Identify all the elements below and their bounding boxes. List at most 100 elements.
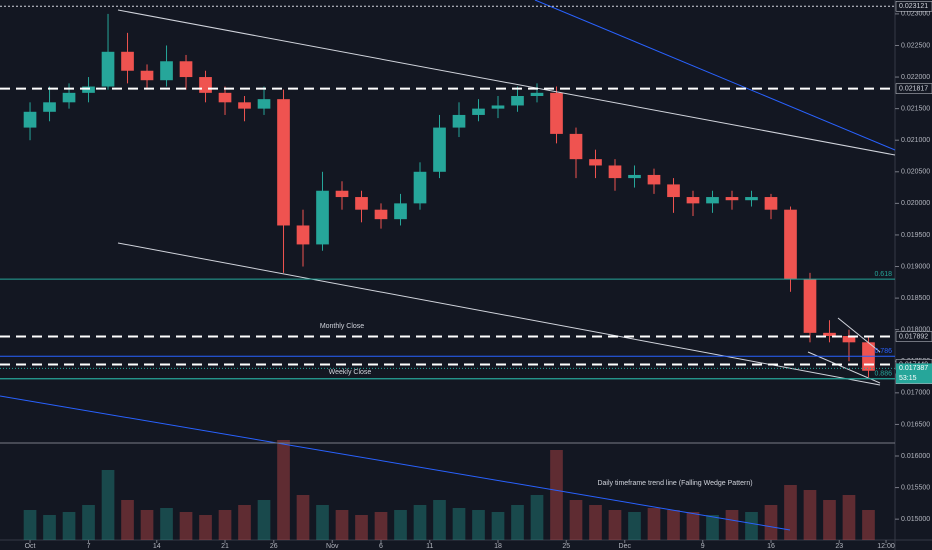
volume-bar [199, 515, 212, 540]
volume-bar [452, 508, 466, 540]
candle-body [257, 99, 271, 109]
candle-body [316, 190, 329, 245]
volume-bar [550, 450, 563, 540]
volume-bar [43, 515, 56, 540]
candle-body [82, 86, 95, 93]
volume-bar [335, 510, 349, 540]
volume-bar [218, 510, 232, 540]
candle-body [452, 114, 466, 128]
candle-body [823, 332, 836, 336]
volume-bar [277, 440, 290, 540]
candle-body [530, 92, 544, 96]
volume-bar [862, 510, 875, 540]
x-tick-label: Dec [619, 543, 632, 550]
volume-bar [121, 500, 134, 540]
volume-bar [842, 495, 856, 540]
trendlines [0, 0, 896, 531]
volume-bar [394, 510, 407, 540]
candle-body [472, 108, 485, 115]
candle-body [647, 174, 661, 185]
candle-body [296, 225, 310, 245]
y-tick-label: 0.021500 [901, 105, 930, 112]
annotation: Monthly Close [320, 323, 364, 330]
x-tick-label: 9 [701, 543, 705, 550]
volume-bar [355, 515, 368, 540]
candle-body [23, 111, 37, 128]
candle-body [511, 96, 524, 106]
volume-bar [725, 510, 739, 540]
volume-bar [647, 508, 661, 540]
volume-bar [530, 495, 544, 540]
y-tick-label: 0.015500 [901, 484, 930, 491]
y-tick-label: 0.018500 [901, 295, 930, 302]
price-label: 0.023121 [899, 3, 928, 10]
x-tick-label: 7 [87, 543, 91, 550]
price-label: 0.017892 [899, 333, 928, 340]
candle-body [589, 159, 602, 166]
x-tick-label: Oct [25, 543, 36, 550]
volume-bar [667, 510, 680, 540]
x-tick-label: 14 [153, 543, 161, 550]
candle-body [608, 165, 622, 179]
countdown: 53:15 [899, 375, 917, 382]
volume-bar [706, 515, 719, 540]
candle-body [686, 197, 700, 204]
candle-body [628, 174, 641, 179]
y-tick-label: 0.022500 [901, 42, 930, 49]
volume-bar [569, 500, 583, 540]
trendline [0, 395, 791, 531]
volume-bar [472, 510, 485, 540]
volume-bar [491, 512, 505, 540]
volume-bar [803, 490, 817, 540]
volume-bar [823, 500, 836, 540]
last-price-label: 0.017387 [899, 365, 928, 372]
candle-body [784, 209, 797, 280]
volume-bar [589, 505, 602, 540]
volume-bar [374, 512, 388, 540]
volume-bar [745, 512, 758, 540]
price-label-box [895, 331, 932, 342]
y-tick-label: 0.020000 [901, 200, 930, 207]
volume-bar [160, 508, 173, 540]
volume-bar [511, 505, 524, 540]
volume-bar [62, 512, 76, 540]
volume-bar [238, 505, 251, 540]
candle-body [355, 197, 368, 210]
volume-bar [628, 512, 641, 540]
candle-body [179, 61, 193, 78]
volume-bar [413, 505, 427, 540]
volume-bar [140, 510, 154, 540]
candle-body [842, 336, 856, 343]
candle-body [160, 61, 173, 81]
candle-body [62, 92, 76, 103]
y-tick-label: 0.018000 [901, 327, 930, 334]
annotation: Weekly Close [329, 369, 372, 376]
candle-body [101, 51, 115, 87]
price-label: 0.021817 [899, 85, 928, 92]
candle-body [764, 197, 778, 210]
fib-label: 0.786 [874, 348, 892, 355]
volume-bar [784, 485, 797, 540]
candle-body [121, 51, 134, 71]
y-tick-label: 0.019000 [901, 263, 930, 270]
volume-bar [316, 505, 329, 540]
last-price-box [896, 363, 932, 384]
wedge-line [807, 351, 881, 384]
candle-body [140, 70, 154, 81]
y-tick-label: 0.015000 [901, 516, 930, 523]
x-tick-label: 25 [562, 543, 570, 550]
candle-body [725, 197, 739, 201]
x-tick-label: 21 [221, 543, 229, 550]
candle-body [745, 197, 758, 201]
volume-bar [257, 500, 271, 540]
volume-bar [433, 500, 446, 540]
fib-label: 0.618 [874, 271, 892, 278]
price-label-box [895, 1, 932, 12]
volume-bar [101, 470, 115, 540]
volume-bar [764, 505, 778, 540]
x-tick-label: Nov [326, 543, 339, 550]
y-tick-label: 0.016000 [901, 453, 930, 460]
y-tick-label: 0.022000 [901, 74, 930, 81]
candle-body [238, 102, 251, 109]
